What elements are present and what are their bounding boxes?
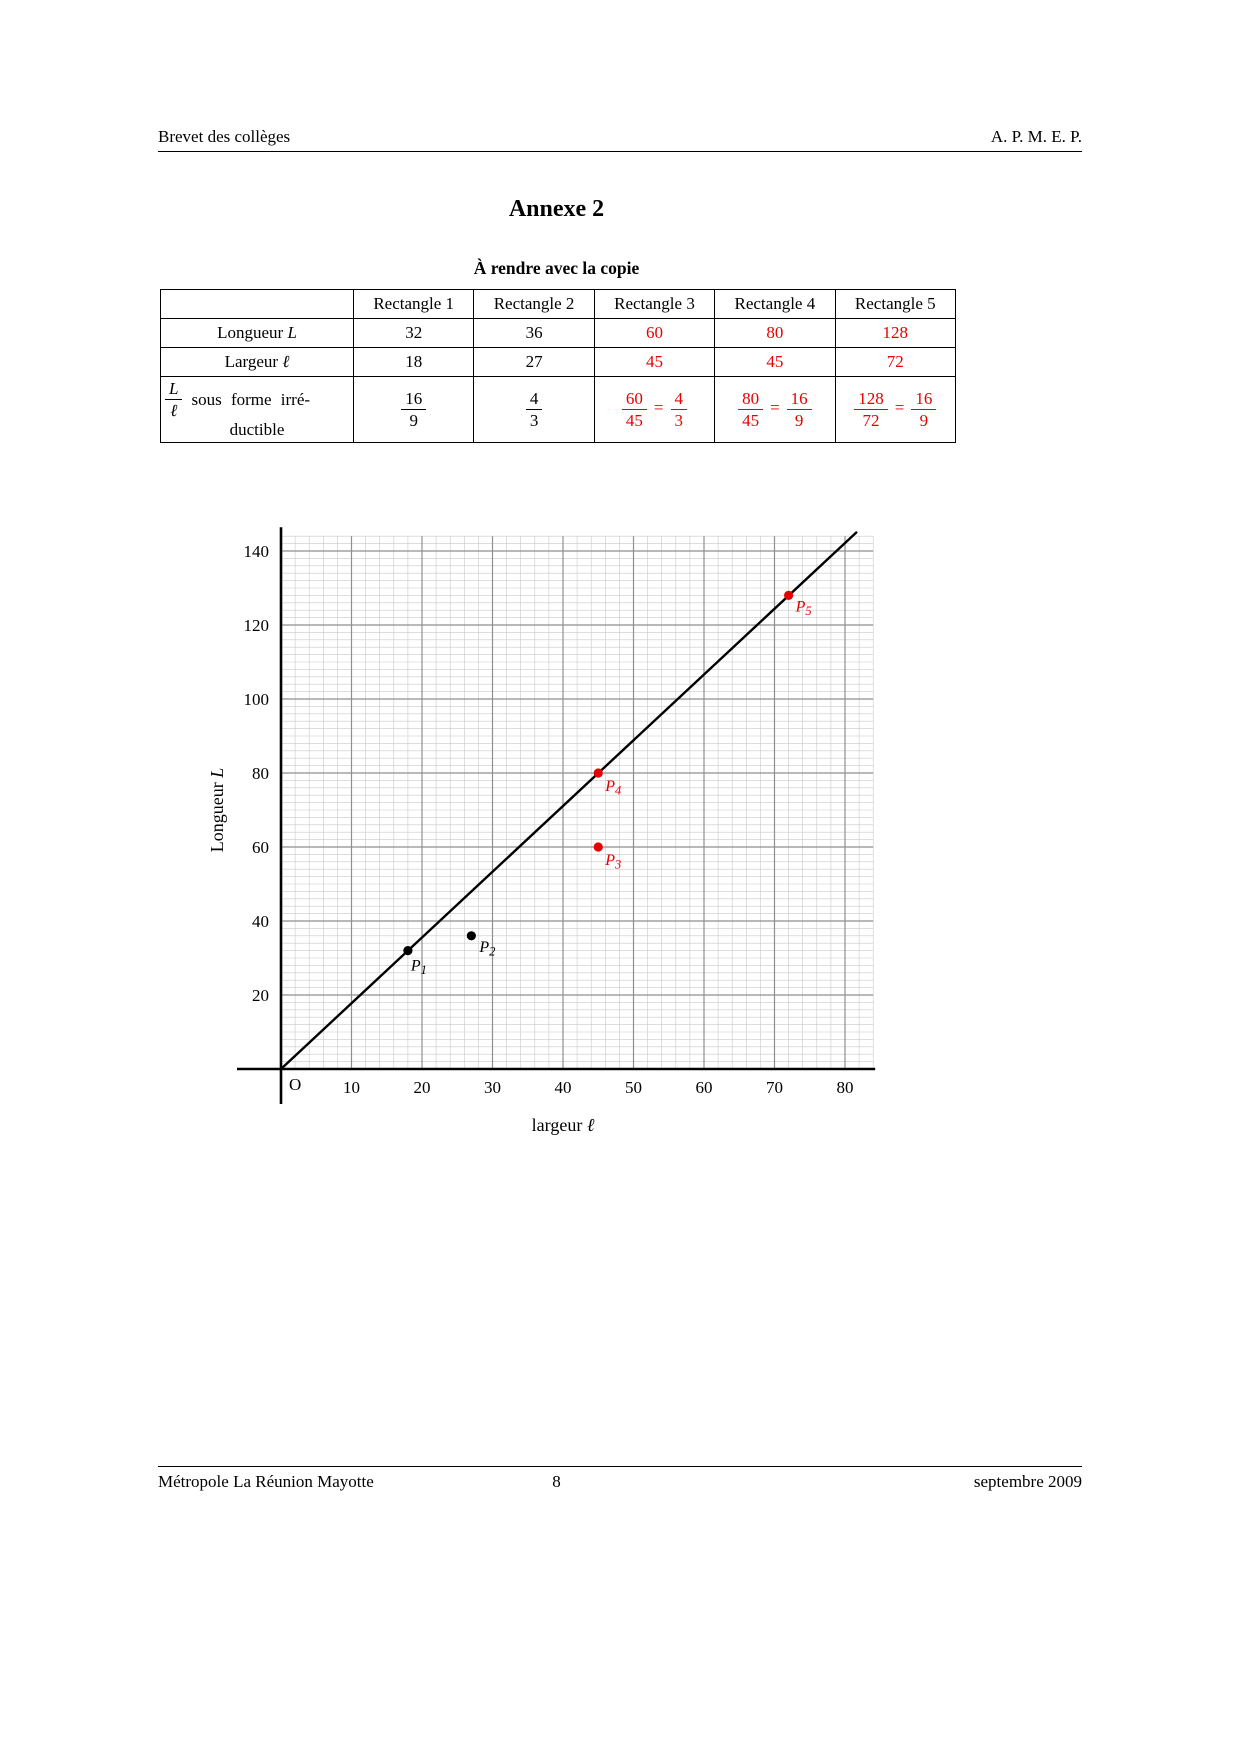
- fraction-numerator: L: [165, 379, 183, 401]
- table-header-cell: Rectangle 1: [352, 289, 475, 319]
- x-tick-label: 60: [696, 1078, 713, 1097]
- function-line: [279, 531, 858, 1071]
- value-cell: 80: [714, 318, 836, 348]
- fraction: 60 45: [621, 389, 647, 430]
- page-title: Annexe 2: [508, 196, 605, 222]
- data-point-P1: [403, 946, 413, 956]
- rectangles-table: Rectangle 1 Rectangle 2 Rectangle 3 Rectang…: [160, 289, 957, 444]
- x-tick-label: 10: [343, 1078, 360, 1097]
- value-cell: 45: [714, 347, 836, 377]
- y-tick-label: 80: [252, 764, 269, 783]
- y-tick-label: 40: [252, 912, 269, 931]
- equals-sign: =: [894, 398, 905, 418]
- page-header: Brevet des collèges A. P. M. E. P.: [158, 127, 1082, 147]
- footer-left-text: Métropole La Réunion Mayotte: [158, 1472, 374, 1491]
- y-tick-label: 60: [252, 838, 269, 857]
- point-label-P5: P5: [795, 598, 812, 618]
- row-label-longueur: Longueur L: [160, 318, 354, 348]
- row-label-largeur: Largeur ℓ: [160, 347, 354, 377]
- value-cell: 32: [352, 318, 475, 348]
- header-right-text: A. P. M. E. P.: [990, 127, 1082, 146]
- table-header-row: Rectangle 1 Rectangle 2 Rectangle 3 Rectang…: [160, 289, 957, 319]
- point-label-P4: P4: [604, 778, 621, 798]
- x-tick-label: 80: [837, 1078, 854, 1097]
- value-cell: 128: [834, 318, 957, 348]
- data-point-P5: [784, 590, 794, 600]
- L-over-ell-fraction: L ℓ: [165, 379, 183, 421]
- value-cell: 60: [593, 318, 716, 348]
- ratio-label-line2: ductible: [229, 420, 285, 440]
- footer-rule: [158, 1466, 1082, 1467]
- y-tick-label: 140: [244, 542, 270, 561]
- equals-sign: =: [653, 398, 664, 418]
- footer-right-text: septembre 2009: [973, 1472, 1082, 1491]
- origin-label: O: [289, 1075, 301, 1094]
- fraction: 16 9: [911, 389, 937, 430]
- x-tick-label: 40: [555, 1078, 572, 1097]
- header-left-text: Brevet des collèges: [158, 127, 291, 146]
- row-label-prefix: Largeur: [224, 352, 283, 371]
- ratio-label-line1: sous forme irré-: [191, 389, 311, 409]
- row-label-ratio: L ℓ sous forme irré- ductible: [160, 375, 354, 444]
- header-rule: [158, 151, 1082, 152]
- y-tick-label: 120: [244, 616, 270, 635]
- ratio-cell: 16 9: [352, 375, 475, 444]
- fraction: 80 45: [738, 389, 764, 430]
- value-cell: 45: [593, 347, 716, 377]
- ratio-cell: 60 45 = 4 3: [593, 375, 716, 444]
- variable-L: L: [287, 323, 297, 342]
- table-header-cell: Rectangle 5: [834, 289, 957, 319]
- value-cell: 72: [834, 347, 957, 377]
- data-point-P2: [466, 931, 476, 941]
- value-cell: 27: [473, 347, 595, 377]
- table-row-ratio: L ℓ sous forme irré- ductible 16 9 4 3 60 45 =…: [160, 375, 957, 444]
- subtitle: À rendre avec la copie: [473, 258, 640, 278]
- table-header-cell: Rectangle 3: [593, 289, 716, 319]
- data-point-P3: [593, 842, 603, 852]
- x-tick-label: 70: [766, 1078, 783, 1097]
- variable-ell: ℓ: [282, 352, 290, 371]
- table-header-cell: Rectangle 4: [714, 289, 836, 319]
- point-label-P1: P1: [410, 958, 427, 978]
- equals-sign: =: [770, 398, 780, 418]
- table-row-longueur: Longueur L 32 36 60 80 128: [160, 318, 957, 348]
- x-axis-label: largeur ℓ: [532, 1115, 595, 1135]
- value-cell: 18: [352, 347, 475, 377]
- y-tick-label: 100: [244, 690, 270, 709]
- chart-svg: 10 20 30 40 50 60 70 80 20 40 60 80 100 120 140 Olargeu…: [207, 527, 876, 1135]
- x-tick-label: 20: [414, 1078, 431, 1097]
- data-point-P4: [593, 768, 603, 778]
- table-row-largeur: Largeur ℓ 18 27 45 45 72: [160, 347, 957, 377]
- point-label-P3: P3: [604, 852, 621, 872]
- ratio-cell: 128 72 = 16 9: [834, 375, 957, 444]
- fraction: 16 9: [786, 389, 812, 430]
- x-tick-label: 50: [625, 1078, 642, 1097]
- row-label-prefix: Longueur: [217, 323, 288, 342]
- ratio-cell: 80 45 = 16 9: [714, 375, 836, 444]
- fraction: 16 9: [401, 389, 427, 430]
- table-header-cell: Rectangle 2: [473, 289, 595, 319]
- fraction-denominator: ℓ: [170, 401, 178, 421]
- fraction: 128 72: [854, 389, 888, 430]
- point-label-P2: P2: [478, 939, 495, 959]
- page-footer: Métropole La Réunion Mayotte septembre 2…: [158, 1472, 1082, 1492]
- y-axis-label: Longueur L: [207, 768, 227, 853]
- y-tick-label: 20: [252, 986, 269, 1005]
- table-corner-cell: [160, 289, 354, 319]
- x-tick-label: 30: [484, 1078, 501, 1097]
- page-number: 8: [552, 1472, 561, 1491]
- value-cell: 36: [473, 318, 595, 348]
